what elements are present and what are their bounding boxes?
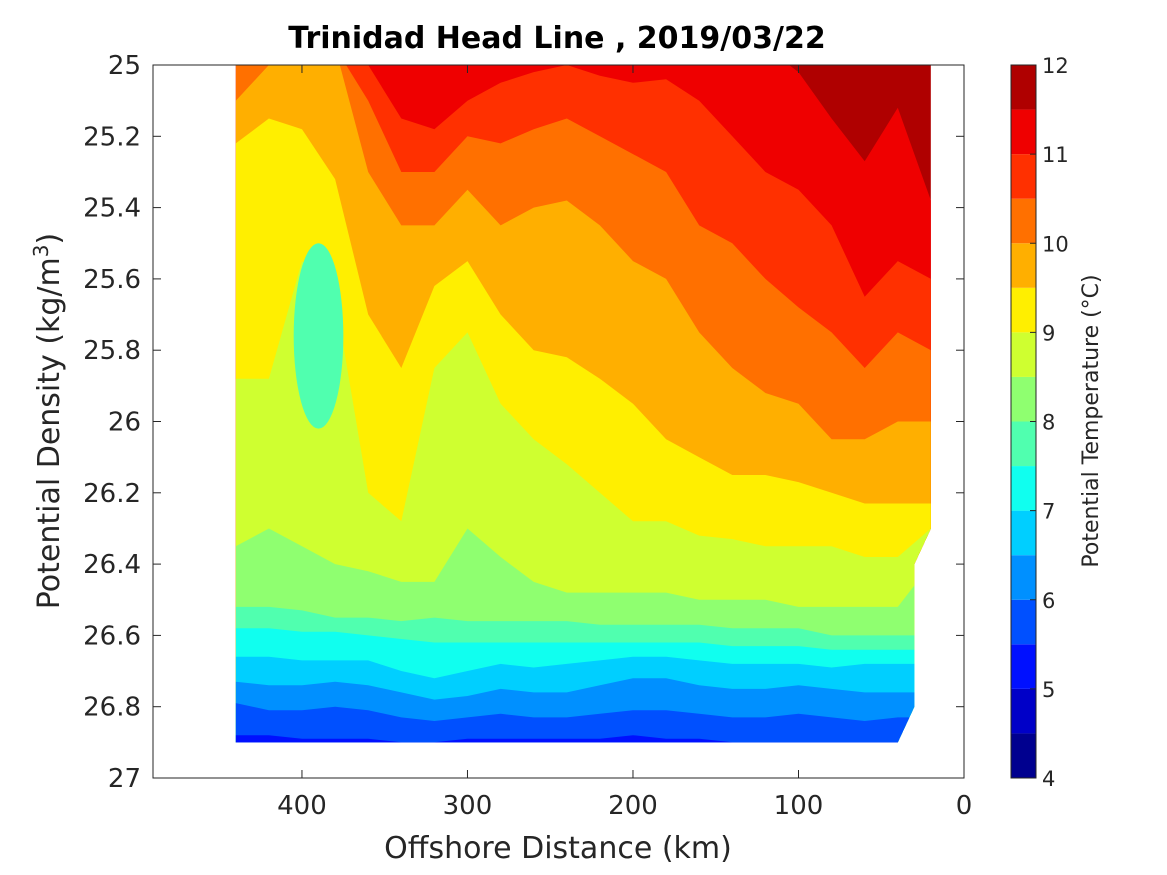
- y-axis: 25 25.2 25.4 25.6 25.8 26 26.2 26.4 26.6 26.8 27: [83, 51, 964, 794]
- colorbar-segment: [1011, 198, 1036, 244]
- colorbar-segment: [1011, 688, 1036, 734]
- y-tick-label: 25.8: [83, 336, 141, 366]
- cold-core-band: [293, 243, 344, 429]
- x-tick-label: 0: [956, 791, 973, 821]
- colorbar-segment: [1011, 154, 1036, 199]
- y-tick-label: 25.4: [83, 194, 141, 224]
- colorbar-segment: [1011, 421, 1036, 467]
- x-axis: 400 300 200 100 0: [277, 65, 972, 821]
- colorbar-tick-label: 11: [1042, 143, 1069, 167]
- colorbar-segment: [1011, 243, 1036, 288]
- x-tick-label: 400: [277, 791, 327, 821]
- chart-title: Trinidad Head Line , 2019/03/22: [288, 21, 825, 56]
- colorbar-tick-label: 12: [1042, 54, 1069, 78]
- x-tick-label: 300: [443, 791, 493, 821]
- colorbar-segment: [1011, 599, 1036, 645]
- colorbar-segment: [1011, 109, 1036, 155]
- y-tick-label: 25: [108, 51, 141, 81]
- colorbar-tick-label: 5: [1042, 678, 1055, 702]
- colorbar-tick-label: 9: [1042, 321, 1055, 345]
- contour-fills: [235, 65, 931, 743]
- colorbar-segment: [1011, 466, 1036, 511]
- x-axis-label: Offshore Distance (km): [384, 831, 732, 866]
- y-axis-label: Potential Density (kg/m3): [29, 233, 67, 609]
- colorbar-tick-label: 8: [1042, 411, 1055, 435]
- y-tick-label: 26.8: [83, 693, 141, 723]
- contour-plot-area: [153, 65, 964, 778]
- colorbar-segment: [1011, 644, 1036, 689]
- colorbar-tick-label: 6: [1042, 589, 1055, 613]
- x-tick-label: 100: [774, 791, 824, 821]
- colorbar-label: Potential Temperature (°C): [1079, 274, 1104, 567]
- x-tick-label: 200: [608, 791, 658, 821]
- colorbar-segment: [1011, 510, 1036, 556]
- y-tick-label: 26.6: [83, 621, 141, 651]
- contour-band: [235, 703, 931, 743]
- y-tick-label: 26.2: [83, 479, 141, 509]
- colorbar-segment: [1011, 287, 1036, 333]
- colorbar-segment: [1011, 733, 1036, 778]
- colorbar-segment: [1011, 555, 1036, 600]
- colorbar-tick-label: 10: [1042, 232, 1069, 256]
- y-tick-label: 25.6: [83, 265, 141, 295]
- y-axis-label-end: ): [32, 233, 67, 245]
- colorbar: 4 5 6 7 8 9 10 11 12: [1010, 54, 1069, 791]
- y-tick-label: 26: [108, 408, 141, 438]
- colorbar-segment: [1011, 332, 1036, 377]
- y-tick-label: 26.4: [83, 550, 141, 580]
- colorbar-segment: [1011, 65, 1036, 110]
- colorbar-tick-label: 4: [1042, 767, 1055, 791]
- y-tick-label: 27: [108, 764, 141, 794]
- colorbar-tick-label: 7: [1042, 500, 1055, 524]
- y-axis-label-sup: 3: [29, 244, 53, 257]
- y-axis-label-main: Potential Density (kg/m: [32, 257, 67, 609]
- y-tick-label: 25.2: [83, 122, 141, 152]
- colorbar-segment: [1011, 376, 1036, 422]
- contour-band: [235, 735, 931, 743]
